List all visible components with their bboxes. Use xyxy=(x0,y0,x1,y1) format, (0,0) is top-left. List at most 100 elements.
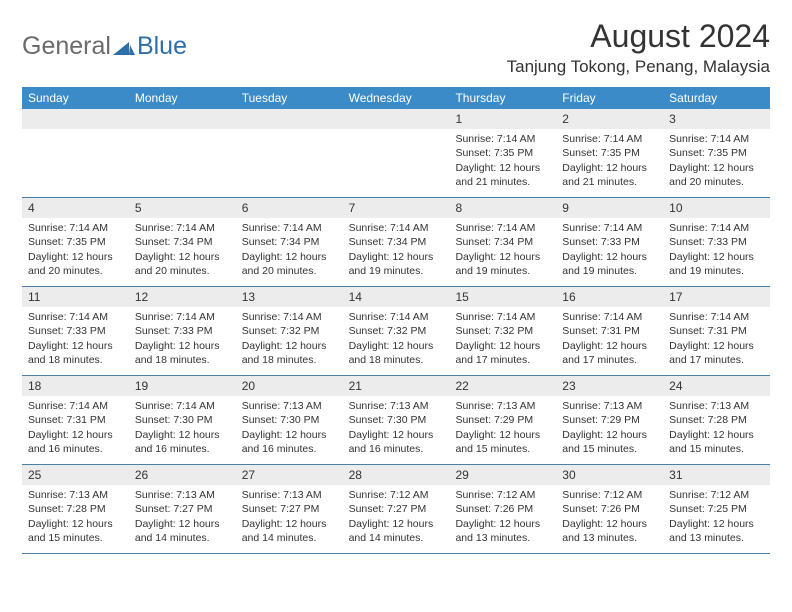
day-details: Sunrise: 7:12 AMSunset: 7:27 PMDaylight:… xyxy=(343,485,450,549)
sunrise-line: Sunrise: 7:13 AM xyxy=(562,399,657,413)
daylight-line: Daylight: 12 hours and 19 minutes. xyxy=(669,250,764,278)
sunset-line: Sunset: 7:30 PM xyxy=(242,413,337,427)
day-details: Sunrise: 7:14 AMSunset: 7:35 PMDaylight:… xyxy=(556,129,663,193)
sunrise-line: Sunrise: 7:14 AM xyxy=(242,310,337,324)
day-cell: 6Sunrise: 7:14 AMSunset: 7:34 PMDaylight… xyxy=(236,198,343,286)
weekday-header: Sunday xyxy=(22,87,129,109)
day-details: Sunrise: 7:13 AMSunset: 7:29 PMDaylight:… xyxy=(556,396,663,460)
day-cell: 30Sunrise: 7:12 AMSunset: 7:26 PMDayligh… xyxy=(556,465,663,553)
sunset-line: Sunset: 7:29 PM xyxy=(562,413,657,427)
day-cell xyxy=(129,109,236,197)
day-details: Sunrise: 7:14 AMSunset: 7:33 PMDaylight:… xyxy=(22,307,129,371)
week-row: 25Sunrise: 7:13 AMSunset: 7:28 PMDayligh… xyxy=(22,465,770,554)
day-cell: 5Sunrise: 7:14 AMSunset: 7:34 PMDaylight… xyxy=(129,198,236,286)
day-details: Sunrise: 7:14 AMSunset: 7:31 PMDaylight:… xyxy=(22,396,129,460)
daylight-line: Daylight: 12 hours and 19 minutes. xyxy=(349,250,444,278)
daylight-line: Daylight: 12 hours and 15 minutes. xyxy=(28,517,123,545)
day-number: 2 xyxy=(556,109,663,129)
sunrise-line: Sunrise: 7:14 AM xyxy=(669,310,764,324)
daylight-line: Daylight: 12 hours and 16 minutes. xyxy=(135,428,230,456)
month-title: August 2024 xyxy=(507,18,770,55)
daylight-line: Daylight: 12 hours and 20 minutes. xyxy=(28,250,123,278)
sunrise-line: Sunrise: 7:12 AM xyxy=(455,488,550,502)
day-details: Sunrise: 7:14 AMSunset: 7:30 PMDaylight:… xyxy=(129,396,236,460)
day-details: Sunrise: 7:13 AMSunset: 7:27 PMDaylight:… xyxy=(236,485,343,549)
weekday-header: Tuesday xyxy=(236,87,343,109)
logo-triangle-icon xyxy=(113,38,135,56)
day-number: 13 xyxy=(236,287,343,307)
day-number: 17 xyxy=(663,287,770,307)
day-cell: 24Sunrise: 7:13 AMSunset: 7:28 PMDayligh… xyxy=(663,376,770,464)
sunset-line: Sunset: 7:27 PM xyxy=(135,502,230,516)
day-number: 4 xyxy=(22,198,129,218)
daylight-line: Daylight: 12 hours and 16 minutes. xyxy=(28,428,123,456)
sunrise-line: Sunrise: 7:14 AM xyxy=(242,221,337,235)
sunrise-line: Sunrise: 7:13 AM xyxy=(242,488,337,502)
sunrise-line: Sunrise: 7:14 AM xyxy=(28,310,123,324)
daylight-line: Daylight: 12 hours and 14 minutes. xyxy=(242,517,337,545)
sunset-line: Sunset: 7:33 PM xyxy=(28,324,123,338)
sunrise-line: Sunrise: 7:14 AM xyxy=(455,310,550,324)
sunset-line: Sunset: 7:32 PM xyxy=(242,324,337,338)
calendar-grid: SundayMondayTuesdayWednesdayThursdayFrid… xyxy=(22,87,770,554)
sunset-line: Sunset: 7:33 PM xyxy=(669,235,764,249)
day-details: Sunrise: 7:14 AMSunset: 7:31 PMDaylight:… xyxy=(663,307,770,371)
sunrise-line: Sunrise: 7:14 AM xyxy=(135,221,230,235)
title-block: August 2024 Tanjung Tokong, Penang, Mala… xyxy=(507,18,770,81)
sunset-line: Sunset: 7:32 PM xyxy=(455,324,550,338)
daylight-line: Daylight: 12 hours and 15 minutes. xyxy=(455,428,550,456)
sunset-line: Sunset: 7:32 PM xyxy=(349,324,444,338)
sunrise-line: Sunrise: 7:14 AM xyxy=(455,132,550,146)
day-number: 3 xyxy=(663,109,770,129)
week-row: 11Sunrise: 7:14 AMSunset: 7:33 PMDayligh… xyxy=(22,287,770,376)
sunset-line: Sunset: 7:26 PM xyxy=(455,502,550,516)
sunset-line: Sunset: 7:29 PM xyxy=(455,413,550,427)
sunset-line: Sunset: 7:33 PM xyxy=(562,235,657,249)
day-number: 29 xyxy=(449,465,556,485)
weekday-header: Thursday xyxy=(449,87,556,109)
daylight-line: Daylight: 12 hours and 15 minutes. xyxy=(562,428,657,456)
day-cell: 13Sunrise: 7:14 AMSunset: 7:32 PMDayligh… xyxy=(236,287,343,375)
day-details xyxy=(22,129,129,136)
sunrise-line: Sunrise: 7:14 AM xyxy=(562,132,657,146)
sunset-line: Sunset: 7:35 PM xyxy=(28,235,123,249)
weeks-container: 1Sunrise: 7:14 AMSunset: 7:35 PMDaylight… xyxy=(22,109,770,554)
day-number xyxy=(129,109,236,129)
weekday-header: Friday xyxy=(556,87,663,109)
day-cell: 25Sunrise: 7:13 AMSunset: 7:28 PMDayligh… xyxy=(22,465,129,553)
weekday-header: Saturday xyxy=(663,87,770,109)
day-number: 1 xyxy=(449,109,556,129)
sunset-line: Sunset: 7:27 PM xyxy=(242,502,337,516)
sunrise-line: Sunrise: 7:14 AM xyxy=(349,310,444,324)
day-number: 18 xyxy=(22,376,129,396)
sunset-line: Sunset: 7:31 PM xyxy=(28,413,123,427)
day-number: 26 xyxy=(129,465,236,485)
day-number: 20 xyxy=(236,376,343,396)
day-cell: 22Sunrise: 7:13 AMSunset: 7:29 PMDayligh… xyxy=(449,376,556,464)
day-cell xyxy=(236,109,343,197)
daylight-line: Daylight: 12 hours and 14 minutes. xyxy=(135,517,230,545)
day-cell: 28Sunrise: 7:12 AMSunset: 7:27 PMDayligh… xyxy=(343,465,450,553)
sunrise-line: Sunrise: 7:12 AM xyxy=(562,488,657,502)
day-cell: 26Sunrise: 7:13 AMSunset: 7:27 PMDayligh… xyxy=(129,465,236,553)
daylight-line: Daylight: 12 hours and 18 minutes. xyxy=(349,339,444,367)
daylight-line: Daylight: 12 hours and 20 minutes. xyxy=(242,250,337,278)
day-number xyxy=(343,109,450,129)
day-details: Sunrise: 7:14 AMSunset: 7:32 PMDaylight:… xyxy=(343,307,450,371)
sunrise-line: Sunrise: 7:14 AM xyxy=(28,399,123,413)
day-details: Sunrise: 7:14 AMSunset: 7:35 PMDaylight:… xyxy=(449,129,556,193)
daylight-line: Daylight: 12 hours and 13 minutes. xyxy=(562,517,657,545)
day-details: Sunrise: 7:13 AMSunset: 7:27 PMDaylight:… xyxy=(129,485,236,549)
sunset-line: Sunset: 7:30 PM xyxy=(349,413,444,427)
sunrise-line: Sunrise: 7:14 AM xyxy=(562,310,657,324)
daylight-line: Daylight: 12 hours and 16 minutes. xyxy=(349,428,444,456)
sunset-line: Sunset: 7:34 PM xyxy=(242,235,337,249)
day-details: Sunrise: 7:13 AMSunset: 7:30 PMDaylight:… xyxy=(236,396,343,460)
daylight-line: Daylight: 12 hours and 17 minutes. xyxy=(562,339,657,367)
day-details: Sunrise: 7:14 AMSunset: 7:32 PMDaylight:… xyxy=(236,307,343,371)
sunset-line: Sunset: 7:25 PM xyxy=(669,502,764,516)
day-details: Sunrise: 7:12 AMSunset: 7:26 PMDaylight:… xyxy=(449,485,556,549)
sunrise-line: Sunrise: 7:12 AM xyxy=(349,488,444,502)
day-number: 12 xyxy=(129,287,236,307)
day-details: Sunrise: 7:13 AMSunset: 7:29 PMDaylight:… xyxy=(449,396,556,460)
